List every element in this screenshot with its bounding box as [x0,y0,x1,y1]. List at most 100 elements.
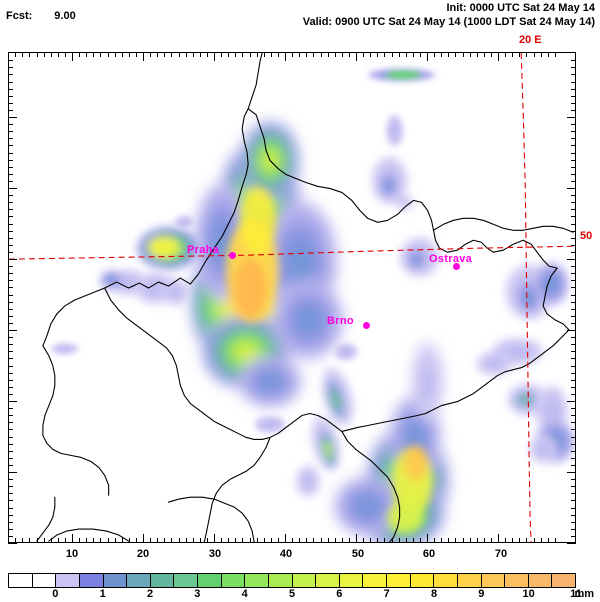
axis-tick [571,131,576,132]
axis-tick [8,60,13,61]
axis-tick [86,538,87,543]
axis-tick [8,522,13,523]
axis-tick [8,231,13,232]
axis-tick [8,195,13,196]
city-marker-brno[interactable] [363,322,370,329]
axis-tick [143,52,144,61]
axis-tick [292,52,293,57]
axis-tick [505,52,506,57]
colorbar-cell [268,574,293,587]
axis-tick [8,89,13,90]
colorbar-tick-label: 0 [52,588,59,600]
axis-tick [44,52,45,57]
axis-tick [242,538,243,543]
axis-tick [164,538,165,543]
colorbar-cell [363,574,387,587]
map-canvas[interactable]: Praha Ostrava Brno [8,52,576,543]
colorbar-cell [505,574,529,587]
axis-tick [470,538,471,543]
axis-tick [463,538,464,543]
axis-tick [470,52,471,57]
axis-tick [93,538,94,543]
axis-tick [448,538,449,543]
axis-tick [8,437,13,438]
axis-tick [349,538,350,543]
axis-tick [8,188,17,189]
axis-tick [8,472,17,473]
axis-tick [8,153,13,154]
axis-tick [8,387,13,388]
axis-tick [8,160,13,161]
axis-tick [8,52,9,57]
colorbar-tick-label: 4 [241,588,248,600]
axis-tick [571,486,576,487]
axis-tick [571,209,576,210]
axis-tick [8,181,13,182]
axis-tick [571,195,576,196]
axis-tick [571,387,576,388]
colorbar-tick-label: 10 [522,588,535,600]
city-marker-ostrava[interactable] [453,263,460,270]
axis-tick [8,323,13,324]
axis-tick [335,52,336,57]
axis-tick [384,538,385,543]
axis-tick [15,52,16,57]
axis-tick [491,52,492,57]
precipitation-field [50,67,575,542]
axis-tick [571,500,576,501]
axis-tick [242,52,243,57]
axis-tick [292,538,293,543]
axis-tick [571,437,576,438]
axis-tick [534,52,535,57]
axis-tick [214,52,215,61]
axis-tick [235,52,236,57]
axis-tick [93,52,94,57]
axis-tick [72,534,73,543]
axis-tick [427,52,428,61]
colorbar-cell [32,574,57,587]
axis-tick [58,538,59,543]
axis-tick [8,259,17,260]
axis-tick [567,117,576,118]
axis-tick [484,52,485,57]
axis-tick [455,52,456,57]
axis-tick [186,52,187,57]
city-marker-praha[interactable] [229,252,236,259]
colorbar[interactable] [8,573,576,588]
colorbar-cell [481,574,506,587]
axis-tick [571,337,576,338]
colorbar-cell [221,574,246,587]
axis-tick [8,458,13,459]
axis-tick [571,536,576,537]
axis-tick [356,52,357,61]
axis-tick [108,538,109,543]
axis-tick [370,538,371,543]
axis-tick [8,103,13,104]
axis-tick [278,538,279,543]
colorbar-cell [198,574,222,587]
axis-tick [8,216,13,217]
axis-tick [491,538,492,543]
axis-tick [571,366,576,367]
axis-tick [8,486,13,487]
axis-tick [8,465,13,466]
axis-tick [356,534,357,543]
init-time-text: Init: 0000 UTC Sat 24 May 14 [446,2,595,14]
axis-tick [122,538,123,543]
graticule-label-lat: 50 [580,230,593,242]
axis-tick [441,52,442,57]
axis-tick [79,538,80,543]
city-label-brno: Brno [327,315,354,327]
axis-tick [8,124,13,125]
colorbar-cell [387,574,411,587]
axis-tick [271,538,272,543]
axis-tick [8,316,13,317]
axis-tick [541,538,542,543]
axis-tick [519,52,520,57]
axis-tick [129,52,130,57]
axis-tick [8,82,13,83]
axis-tick [567,401,576,402]
axis-tick [200,538,201,543]
axis-tick [8,74,13,75]
